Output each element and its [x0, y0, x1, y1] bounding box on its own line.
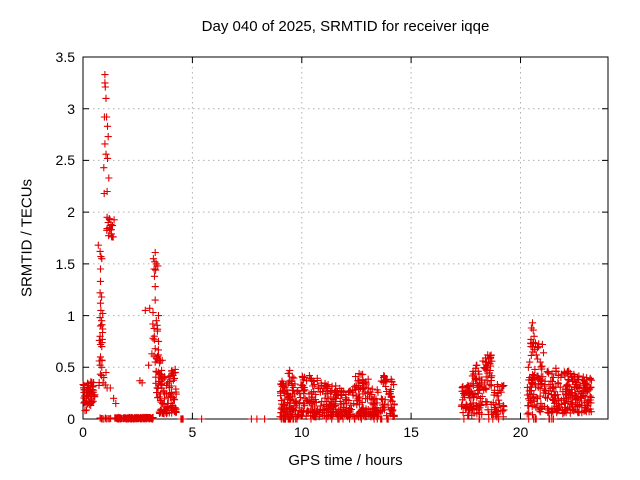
y-tick-label: 0	[67, 411, 75, 427]
x-tick-label: 0	[79, 424, 87, 440]
x-axis-label: GPS time / hours	[288, 452, 403, 469]
chart-title: Day 040 of 2025, SRMTID for receiver iqq…	[201, 18, 490, 35]
y-tick-label: 3	[67, 100, 75, 117]
y-axis-label: SRMTID / TECUs	[18, 178, 36, 298]
x-tick-label: 15	[403, 424, 419, 440]
grid-lines	[83, 57, 608, 419]
scatter-points	[79, 71, 596, 423]
x-tick-label: 20	[512, 424, 529, 440]
y-tick-label: 0.5	[55, 359, 75, 376]
y-tick-label: 2	[67, 204, 75, 221]
x-tick-label: 10	[293, 424, 310, 440]
x-tick-label: 5	[188, 424, 197, 440]
y-tick-label: 2.5	[55, 152, 75, 169]
y-tick-label: 1.5	[55, 255, 75, 272]
y-tick-label: 1	[67, 307, 75, 324]
y-tick-label: 3.5	[55, 49, 75, 65]
